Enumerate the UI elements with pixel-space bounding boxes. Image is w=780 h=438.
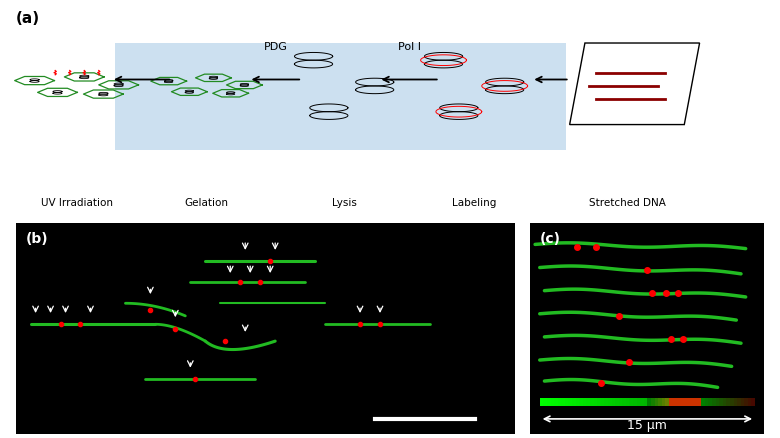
Bar [654, 398, 658, 406]
Bar [730, 398, 733, 406]
Text: (c): (c) [540, 232, 561, 246]
Bar [636, 398, 640, 406]
Bar [715, 398, 719, 406]
Bar [687, 398, 690, 406]
Bar [540, 398, 544, 406]
Bar [608, 398, 612, 406]
Bar [723, 398, 726, 406]
Bar [572, 398, 576, 406]
Bar [744, 398, 748, 406]
Bar [597, 398, 601, 406]
Bar [651, 398, 654, 406]
Text: Lysis: Lysis [332, 198, 356, 208]
Bar [672, 398, 676, 406]
Bar [683, 398, 687, 406]
Bar [644, 398, 647, 406]
Bar [676, 398, 679, 406]
Bar [554, 398, 558, 406]
Text: 15 μm: 15 μm [627, 419, 668, 431]
Bar [737, 398, 741, 406]
Bar [748, 398, 751, 406]
Text: Gelation: Gelation [185, 198, 229, 208]
Bar [679, 398, 683, 406]
Bar [583, 398, 587, 406]
Bar [733, 398, 737, 406]
Bar [619, 398, 622, 406]
Bar [697, 398, 701, 406]
Bar [590, 398, 594, 406]
Bar [665, 398, 669, 406]
Bar [576, 398, 580, 406]
Bar [547, 398, 551, 406]
Bar [615, 398, 619, 406]
Bar [604, 398, 608, 406]
Bar [601, 398, 604, 406]
Bar [661, 398, 665, 406]
Bar [708, 398, 712, 406]
Bar [580, 398, 583, 406]
Bar [658, 398, 661, 406]
Bar [694, 398, 697, 406]
Bar [647, 398, 651, 406]
Bar [562, 398, 565, 406]
Bar [558, 398, 562, 406]
Text: Pol I: Pol I [398, 42, 420, 52]
Text: PDG: PDG [264, 42, 287, 52]
Bar [622, 398, 626, 406]
Bar [253, 43, 436, 150]
Bar [701, 398, 705, 406]
Text: (b): (b) [26, 232, 48, 246]
Bar [587, 398, 590, 406]
Text: Labeling: Labeling [452, 198, 496, 208]
Bar [633, 398, 636, 406]
Text: UV Irradiation: UV Irradiation [41, 198, 112, 208]
Bar [565, 398, 569, 406]
Bar [594, 398, 597, 406]
Bar [690, 398, 694, 406]
Bar [669, 398, 672, 406]
Bar [712, 398, 715, 406]
Bar [612, 398, 615, 406]
Bar [626, 398, 629, 406]
Bar [751, 398, 755, 406]
Bar [115, 43, 298, 150]
Bar [551, 398, 554, 406]
Bar [741, 398, 744, 406]
Bar [569, 398, 572, 406]
Text: Stretched DNA: Stretched DNA [589, 198, 665, 208]
Bar [719, 398, 723, 406]
Bar [705, 398, 708, 406]
Bar [629, 398, 633, 406]
Bar [640, 398, 644, 406]
Bar [726, 398, 730, 406]
Bar [544, 398, 547, 406]
Text: (a): (a) [16, 11, 40, 26]
Bar [382, 43, 566, 150]
